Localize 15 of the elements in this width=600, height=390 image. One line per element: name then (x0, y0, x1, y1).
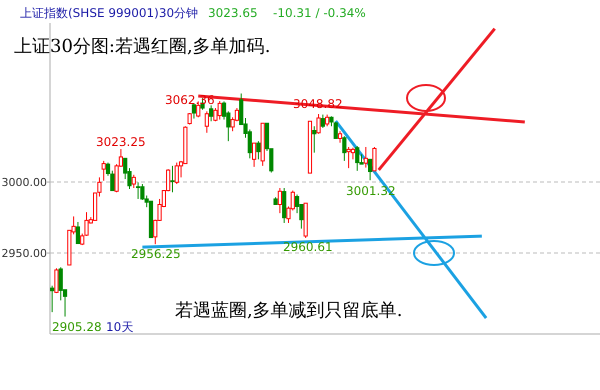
annotation: 2905.28 (52, 320, 102, 334)
chart-title: 上证指数(SHSE 999001)30分钟 (20, 6, 198, 20)
candlestick (170, 165, 175, 193)
y-tick-label: 2950.00 (2, 247, 47, 260)
annotation: 若遇蓝圈,多单减到只留底单. (175, 300, 402, 321)
text: 3023.65 (208, 6, 258, 20)
annotation: 2960.61 (283, 240, 333, 254)
annotation: 3023.25 (96, 135, 146, 149)
annotation: 上证30分图:若遇红圈,多单加码. (14, 36, 270, 57)
annotation: 2956.25 (131, 247, 181, 261)
y-tick-label: 3000.00 (2, 176, 47, 190)
text: -10.31 / -0.34% (273, 6, 366, 20)
candlestick (312, 126, 316, 154)
annotation: 10天 (106, 320, 134, 334)
candlestick (278, 188, 282, 214)
